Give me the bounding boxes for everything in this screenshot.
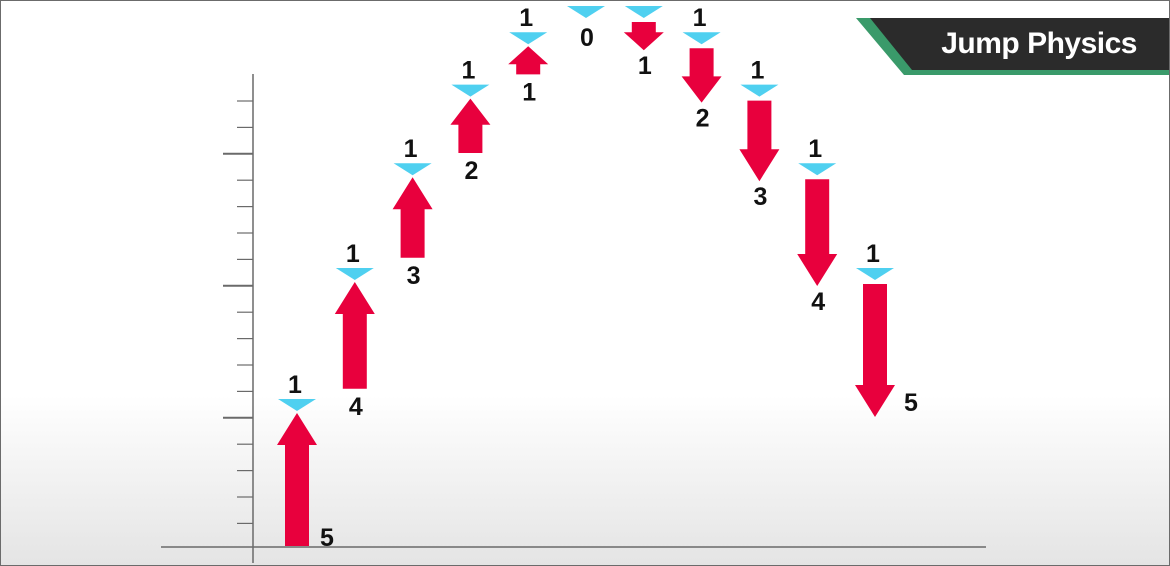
position-marker xyxy=(451,84,490,97)
time-step-label: 1 xyxy=(346,240,360,268)
time-step-label: 1 xyxy=(808,135,822,163)
velocity-up-arrow xyxy=(392,177,433,258)
time-step-label: 1 xyxy=(577,1,591,6)
time-step-label: 1 xyxy=(750,57,764,85)
time-step-label: 1 xyxy=(461,57,475,85)
time-step-label: 1 xyxy=(288,371,302,399)
time-step-label: 1 xyxy=(519,4,533,32)
title-banner: Jump Physics xyxy=(856,18,1169,75)
title-banner-shape xyxy=(856,18,1169,75)
velocity-up-arrow xyxy=(277,413,317,546)
velocity-down-arrow xyxy=(623,22,664,51)
velocity-label: 0 xyxy=(580,24,594,52)
position-marker xyxy=(798,163,837,176)
axes xyxy=(161,74,986,563)
time-step-label: 1 xyxy=(693,4,707,32)
velocity-up-arrow xyxy=(334,282,375,389)
velocity-label: 4 xyxy=(349,393,363,421)
velocity-down-arrow xyxy=(681,48,722,103)
velocity-label: 2 xyxy=(464,157,478,185)
position-marker xyxy=(278,399,316,411)
time-step-label: 1 xyxy=(635,1,649,6)
velocity-label: 4 xyxy=(811,288,825,316)
velocity-down-arrow xyxy=(797,179,838,286)
time-step-label: 1 xyxy=(404,135,418,163)
time-step-label: 1 xyxy=(866,240,880,268)
position-marker xyxy=(567,6,605,18)
velocity-label: 3 xyxy=(753,183,767,211)
velocity-label: 3 xyxy=(407,262,421,290)
position-marker xyxy=(856,268,894,280)
velocity-label: 1 xyxy=(638,52,652,80)
velocity-up-arrow xyxy=(508,46,549,75)
velocity-steps: 1 5 1 4 1 3 1 2 1 1 1 0 1 1 1 2 1 3 1 4 1 5 xyxy=(277,1,918,552)
velocity-up-arrow xyxy=(450,98,491,153)
velocity-label: 2 xyxy=(696,105,710,133)
position-marker xyxy=(624,6,663,18)
slide-title: Jump Physics xyxy=(941,27,1137,60)
velocity-label: 5 xyxy=(320,524,334,552)
position-marker xyxy=(393,163,432,176)
velocity-down-arrow xyxy=(855,284,895,417)
position-marker xyxy=(509,32,548,45)
velocity-label: 1 xyxy=(522,78,536,106)
position-marker xyxy=(682,32,721,45)
velocity-label: 5 xyxy=(904,389,918,417)
position-marker xyxy=(335,268,374,280)
velocity-down-arrow xyxy=(739,100,780,182)
position-marker xyxy=(740,84,779,97)
